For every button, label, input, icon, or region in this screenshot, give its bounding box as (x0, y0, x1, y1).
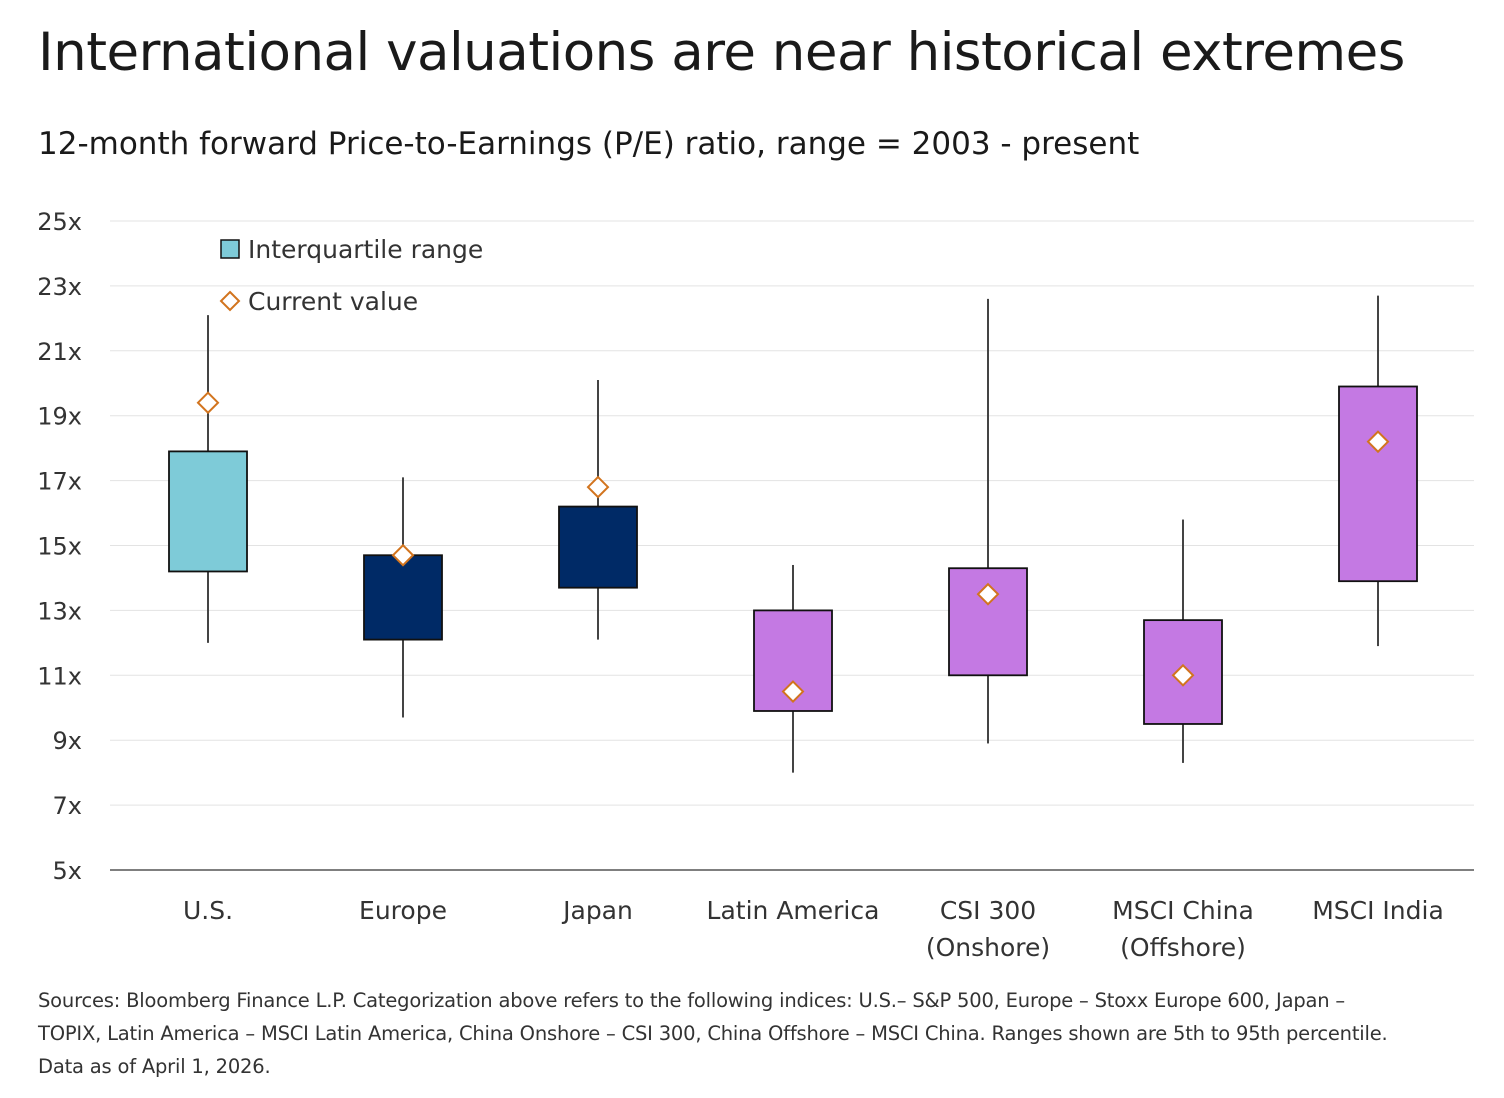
gridlines (110, 220, 1474, 871)
legend-current-value-label: Current value (248, 287, 418, 316)
legend-current-value-diamond (219, 290, 241, 312)
footnote-line: Sources: Bloomberg Finance L.P. Categori… (38, 989, 1345, 1012)
current-value-marker (1171, 663, 1195, 687)
y-tick-label: 13x (37, 597, 82, 625)
y-tick-label: 9x (53, 727, 82, 755)
current-value-marker (1366, 430, 1390, 454)
current-value-marker (976, 582, 1000, 606)
y-tick-label: 25x (37, 208, 82, 236)
box-group (363, 477, 443, 718)
x-category-label: (Offshore) (1120, 933, 1246, 962)
box-group (1338, 295, 1418, 647)
y-tick-label: 17x (37, 468, 82, 496)
iqr-box (1338, 385, 1418, 583)
y-axis-tick-labels: 5x 7x 9x 11x 13x 15x 17x 19x 21x 23x 25x (37, 208, 82, 885)
iqr-box (168, 450, 248, 573)
y-tick-label: 7x (53, 792, 82, 820)
x-category-label: CSI 300 (940, 896, 1036, 925)
x-category-label: Europe (359, 896, 447, 925)
footnote: Sources: Bloomberg Finance L.P. Categori… (38, 984, 1488, 1083)
chart-subtitle: 12-month forward Price-to-Earnings (P/E)… (38, 126, 1140, 162)
x-category-label: Japan (561, 896, 633, 925)
chart-title: International valuations are near histor… (38, 22, 1405, 83)
footnote-line: Data as of April 1, 2026. (38, 1055, 271, 1078)
current-value-marker (781, 680, 805, 703)
box-plot-chart: 5x 7x 9x 11x 13x 15x 17x 19x 21x 23x 25x U.S. Europ… (37, 208, 1474, 962)
box-group (753, 564, 833, 773)
y-tick-label: 19x (37, 403, 82, 431)
x-axis-category-labels: U.S. Europe Japan Latin America CSI 300 (Onsh… (183, 896, 1444, 962)
footnote-line: TOPIX, Latin America – MSCI Latin Americ… (38, 1022, 1388, 1045)
y-tick-label: 23x (37, 273, 82, 301)
iqr-box (558, 505, 638, 589)
legend: Interquartile range Current value (219, 235, 483, 316)
legend-iqr-label: Interquartile range (248, 235, 483, 264)
iqr-box (363, 554, 443, 641)
box-group (558, 380, 638, 640)
x-category-label: U.S. (183, 896, 233, 925)
legend-iqr-swatch (220, 239, 240, 259)
y-tick-label: 21x (37, 338, 82, 366)
x-category-label: MSCI China (1112, 896, 1254, 925)
x-category-label: MSCI India (1312, 896, 1444, 925)
box-series (168, 295, 1418, 773)
box-group (168, 315, 248, 643)
x-category-label: Latin America (707, 896, 880, 925)
box-group (1143, 519, 1223, 763)
y-tick-label: 5x (53, 857, 82, 885)
current-value-marker (196, 391, 220, 415)
x-category-label: (Onshore) (926, 933, 1050, 962)
current-value-marker (586, 475, 610, 499)
box-group (948, 298, 1028, 744)
y-tick-label: 11x (37, 662, 82, 690)
current-value-marker (391, 543, 415, 567)
y-tick-label: 15x (37, 533, 82, 561)
